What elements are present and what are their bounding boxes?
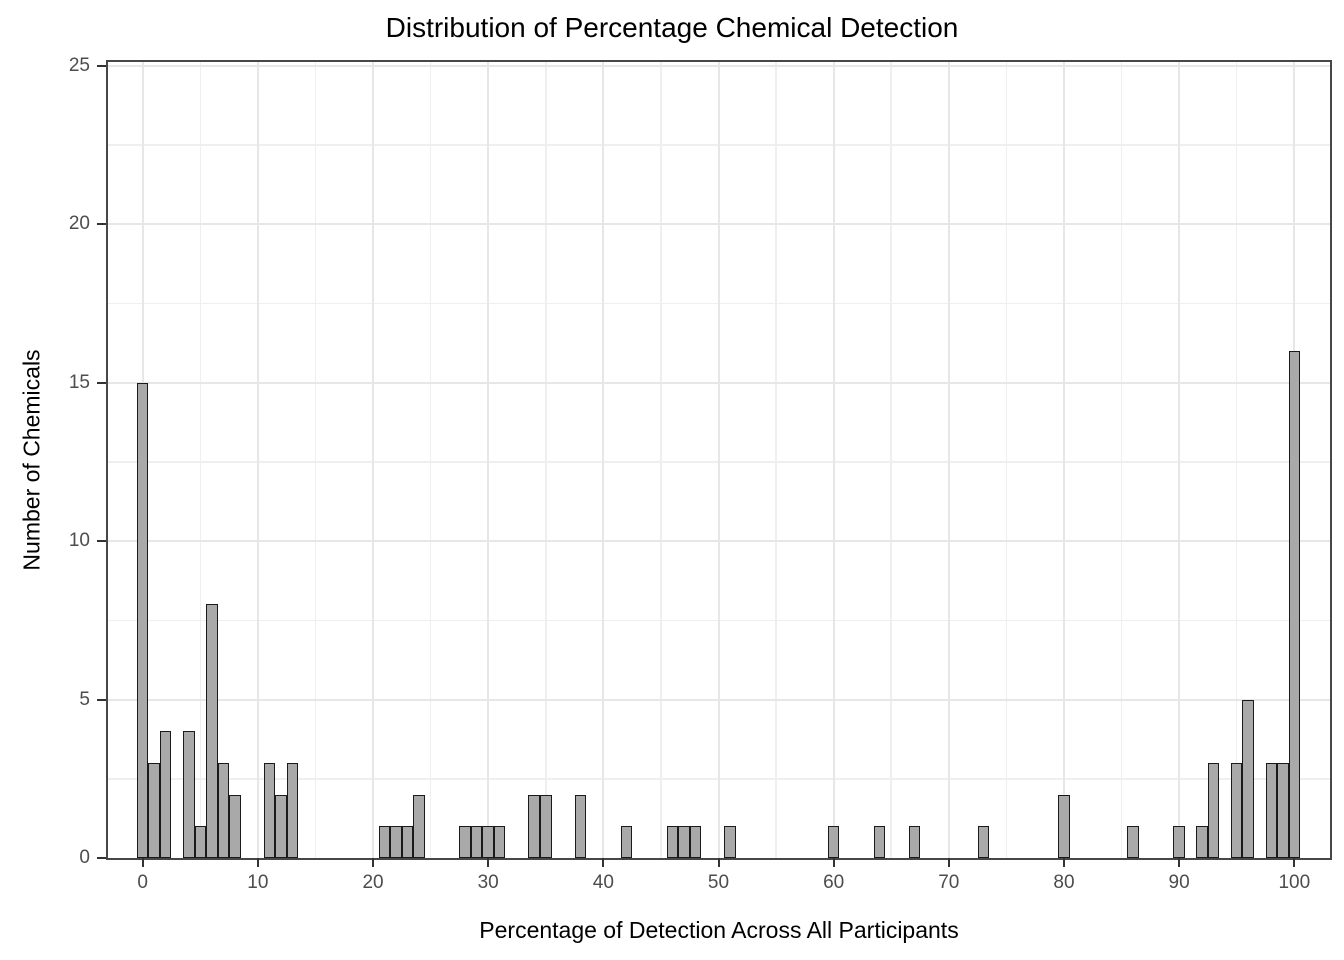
x-axis-tick bbox=[487, 858, 490, 867]
x-axis-tick bbox=[1178, 858, 1181, 867]
histogram-bar bbox=[689, 826, 702, 858]
x-major-gridline bbox=[487, 62, 490, 858]
x-axis-tick-label: 10 bbox=[247, 872, 269, 893]
y-axis-tick bbox=[97, 857, 106, 859]
y-axis-tick bbox=[97, 381, 106, 384]
histogram-bar bbox=[574, 794, 587, 858]
x-axis-tick-label: 20 bbox=[362, 872, 384, 893]
histogram-bar bbox=[1196, 826, 1208, 858]
histogram-bar bbox=[1058, 794, 1070, 858]
x-minor-gridline bbox=[1235, 62, 1238, 858]
x-axis-tick-label: 50 bbox=[707, 872, 730, 893]
x-axis-tick bbox=[1062, 858, 1065, 867]
x-major-gridline bbox=[947, 62, 950, 858]
y-axis-tick bbox=[97, 223, 106, 225]
histogram-bar bbox=[413, 794, 425, 858]
histogram-bar bbox=[1207, 762, 1220, 858]
histogram-bar bbox=[1230, 762, 1243, 858]
x-axis-tick bbox=[256, 858, 259, 867]
y-axis-tick bbox=[97, 698, 106, 701]
histogram-bar bbox=[724, 826, 736, 858]
x-minor-gridline bbox=[660, 62, 662, 858]
y-axis-tick bbox=[97, 64, 106, 67]
histogram-bar bbox=[194, 826, 207, 858]
histogram-bar bbox=[263, 762, 276, 858]
histogram-bar bbox=[482, 826, 494, 858]
y-axis-tick-label: 10 bbox=[68, 530, 90, 551]
histogram-bar bbox=[493, 826, 506, 858]
histogram-bar bbox=[470, 826, 483, 858]
histogram-bar bbox=[540, 794, 552, 858]
x-major-gridline bbox=[256, 62, 259, 858]
histogram-bar bbox=[1265, 762, 1278, 858]
x-axis-tick-label: 70 bbox=[938, 872, 960, 893]
x-axis-tick-label: 90 bbox=[1168, 872, 1190, 893]
x-axis-tick bbox=[1293, 858, 1296, 867]
histogram-bar bbox=[678, 826, 690, 858]
histogram-bar bbox=[827, 826, 840, 858]
y-axis-tick-label: 20 bbox=[68, 213, 90, 234]
x-major-gridline bbox=[717, 62, 720, 858]
x-major-gridline bbox=[1062, 62, 1065, 858]
x-axis-tick bbox=[717, 858, 720, 867]
x-axis-tick-label: 0 bbox=[137, 872, 148, 893]
histogram-bar bbox=[620, 826, 633, 858]
histogram-bar bbox=[1173, 826, 1185, 858]
x-axis-tick bbox=[372, 858, 375, 867]
histogram-bar bbox=[908, 826, 921, 858]
x-minor-gridline bbox=[429, 62, 432, 858]
histogram-bar bbox=[206, 604, 218, 858]
x-minor-gridline bbox=[545, 62, 547, 858]
histogram-bar bbox=[136, 382, 149, 858]
histogram-bar bbox=[390, 826, 402, 858]
x-axis-tick bbox=[602, 858, 605, 867]
x-minor-gridline bbox=[199, 62, 202, 858]
histogram-bar bbox=[401, 826, 414, 858]
x-minor-gridline bbox=[775, 62, 777, 858]
histogram-bar bbox=[1242, 699, 1254, 858]
histogram-bar bbox=[528, 794, 540, 858]
x-minor-gridline bbox=[314, 62, 317, 858]
x-major-gridline bbox=[832, 62, 835, 858]
x-axis-tick bbox=[947, 858, 950, 867]
histogram-bar bbox=[286, 762, 299, 858]
x-axis-tick-label: 80 bbox=[1053, 872, 1075, 893]
x-axis-tick bbox=[141, 858, 144, 867]
plot-panel bbox=[106, 60, 1332, 860]
x-axis-tick-label: 40 bbox=[592, 872, 614, 893]
chart-title: Distribution of Percentage Chemical Dete… bbox=[385, 12, 959, 43]
x-major-gridline bbox=[372, 62, 375, 858]
x-axis-tick bbox=[832, 858, 835, 867]
histogram-bar bbox=[148, 762, 160, 858]
y-axis-tick bbox=[97, 540, 106, 542]
histogram-bar bbox=[378, 826, 391, 858]
x-major-gridline bbox=[602, 62, 605, 858]
histogram-bar bbox=[666, 826, 679, 858]
x-minor-gridline bbox=[1120, 62, 1123, 858]
histogram-bar bbox=[229, 794, 241, 858]
histogram-bar bbox=[1288, 350, 1301, 858]
x-major-gridline bbox=[1178, 62, 1181, 858]
x-minor-gridline bbox=[890, 62, 892, 858]
histogram-bar bbox=[183, 731, 195, 858]
y-axis-tick-label: 25 bbox=[68, 54, 90, 76]
x-axis-tick-label: 30 bbox=[477, 872, 499, 893]
histogram-bar bbox=[159, 731, 172, 858]
x-axis-tick-label: 100 bbox=[1278, 872, 1311, 893]
x-minor-gridline bbox=[1005, 62, 1008, 858]
histogram-bar bbox=[275, 794, 287, 858]
x-axis-title: Percentage of Detection Across All Parti… bbox=[479, 917, 959, 943]
histogram-bar bbox=[977, 826, 990, 858]
y-axis-tick-label: 5 bbox=[79, 688, 90, 710]
histogram-bar bbox=[459, 826, 471, 858]
histogram-bar bbox=[873, 826, 886, 858]
histogram-bar bbox=[1127, 826, 1139, 858]
x-axis-tick-label: 60 bbox=[823, 872, 845, 893]
histogram-bar bbox=[217, 762, 230, 858]
y-axis-tick-label: 0 bbox=[79, 847, 90, 868]
histogram-bar bbox=[1277, 762, 1289, 858]
y-axis-tick-label: 15 bbox=[68, 371, 90, 393]
